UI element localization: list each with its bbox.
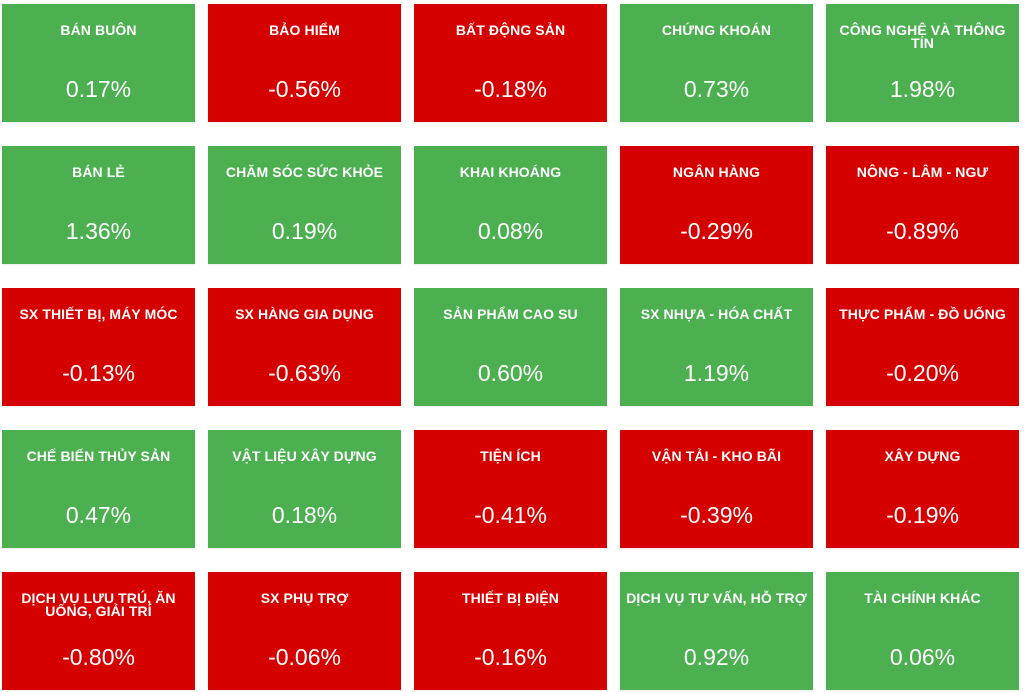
sector-change-percent: -0.16% (474, 644, 547, 670)
sector-name: DỊCH VỤ TƯ VẤN, HỖ TRỢ (626, 590, 807, 606)
sector-tile[interactable]: BÁN BUÔN 0.17% (2, 4, 195, 122)
sector-tile[interactable]: THIẾT BỊ ĐIỆN -0.16% (414, 572, 607, 690)
sector-tile[interactable]: CÔNG NGHỆ VÀ THÔNG TIN 1.98% (826, 4, 1019, 122)
sector-name: DỊCH VỤ LƯU TRÚ, ĂN UỐNG, GIẢI TRÍ (21, 590, 176, 619)
sector-name: KHAI KHOÁNG (459, 164, 562, 180)
sector-change-percent: 0.73% (683, 76, 750, 102)
sector-name: NÔNG - LÂM - NGƯ (856, 164, 989, 180)
sector-tile[interactable]: VẬN TẢI - KHO BÃI -0.39% (620, 430, 813, 548)
sector-tile[interactable]: CHỨNG KHOÁN 0.73% (620, 4, 813, 122)
sector-name: CHẾ BIẾN THỦY SẢN (26, 448, 171, 464)
sector-change-percent: 1.19% (683, 360, 750, 386)
sector-change-percent: 0.08% (477, 218, 544, 244)
sector-name: TIỆN ÍCH (480, 448, 541, 464)
sector-tile[interactable]: XÂY DỰNG -0.19% (826, 430, 1019, 548)
sector-change-percent: -0.89% (886, 218, 959, 244)
sector-tile[interactable]: CHẾ BIẾN THỦY SẢN 0.47% (2, 430, 195, 548)
sector-change-percent: 0.06% (889, 644, 956, 670)
sector-name: SẢN PHẨM CAO SU (443, 306, 578, 322)
sector-tile[interactable]: DỊCH VỤ TƯ VẤN, HỖ TRỢ 0.92% (620, 572, 813, 690)
sector-tile[interactable]: SX HÀNG GIA DỤNG -0.63% (208, 288, 401, 406)
sector-tile[interactable]: SX THIẾT BỊ, MÁY MÓC -0.13% (2, 288, 195, 406)
sector-change-percent: 0.18% (271, 502, 338, 528)
sector-tile[interactable]: VẬT LIỆU XÂY DỰNG 0.18% (208, 430, 401, 548)
sector-tile[interactable]: THỰC PHẨM - ĐỒ UỐNG -0.20% (826, 288, 1019, 406)
sector-change-percent: -0.20% (886, 360, 959, 386)
sector-tile[interactable]: SX NHỰA - HÓA CHẤT 1.19% (620, 288, 813, 406)
sector-name: XÂY DỰNG (884, 448, 961, 464)
sector-name: SX PHỤ TRỢ (260, 590, 349, 606)
sector-name: VẬT LIỆU XÂY DỰNG (232, 448, 377, 464)
sector-name: SX NHỰA - HÓA CHẤT (640, 306, 793, 322)
sector-change-percent: 1.36% (65, 218, 132, 244)
sector-tile[interactable]: SX PHỤ TRỢ -0.06% (208, 572, 401, 690)
sector-tile[interactable]: NÔNG - LÂM - NGƯ -0.89% (826, 146, 1019, 264)
sector-name: SX HÀNG GIA DỤNG (235, 306, 374, 322)
sector-tile[interactable]: TÀI CHÍNH KHÁC 0.06% (826, 572, 1019, 690)
sector-change-percent: 0.60% (477, 360, 544, 386)
sector-change-percent: -0.06% (268, 644, 341, 670)
sector-name: CÔNG NGHỆ VÀ THÔNG TIN (839, 22, 1006, 51)
sector-name: NGÂN HÀNG (672, 164, 761, 180)
sector-name: BÁN LẺ (72, 164, 125, 180)
sector-tile[interactable]: KHAI KHOÁNG 0.08% (414, 146, 607, 264)
sector-tile[interactable]: SẢN PHẨM CAO SU 0.60% (414, 288, 607, 406)
sector-change-percent: 0.47% (65, 502, 132, 528)
sector-name: SX THIẾT BỊ, MÁY MÓC (19, 306, 178, 322)
sector-name: CHĂM SÓC SỨC KHỎE (225, 164, 384, 180)
sector-name: BẤT ĐỘNG SẢN (455, 22, 566, 38)
sector-change-percent: 0.19% (271, 218, 338, 244)
sector-tile[interactable]: BẢO HIỂM -0.56% (208, 4, 401, 122)
sector-name: VẬN TẢI - KHO BÃI (651, 448, 782, 464)
sector-name: BẢO HIỂM (269, 22, 340, 38)
sector-name: THỰC PHẨM - ĐỒ UỐNG (839, 306, 1006, 322)
sector-change-percent: -0.56% (268, 76, 341, 102)
sector-change-percent: -0.13% (62, 360, 135, 386)
sector-name: BÁN BUÔN (60, 22, 137, 38)
sector-tile[interactable]: BÁN LẺ 1.36% (2, 146, 195, 264)
sector-tile[interactable]: NGÂN HÀNG -0.29% (620, 146, 813, 264)
sector-name: CHỨNG KHOÁN (661, 22, 772, 38)
sector-change-percent: -0.18% (474, 76, 547, 102)
sector-tile[interactable]: TIỆN ÍCH -0.41% (414, 430, 607, 548)
sector-change-percent: -0.41% (474, 502, 547, 528)
sector-tile[interactable]: CHĂM SÓC SỨC KHỎE 0.19% (208, 146, 401, 264)
sector-change-percent: 0.17% (65, 76, 132, 102)
sector-change-percent: 1.98% (889, 76, 956, 102)
sector-change-percent: -0.19% (886, 502, 959, 528)
sector-change-percent: -0.29% (680, 218, 753, 244)
sector-name: TÀI CHÍNH KHÁC (864, 590, 981, 606)
sector-name: THIẾT BỊ ĐIỆN (462, 590, 559, 606)
sector-change-percent: -0.63% (268, 360, 341, 386)
sector-change-percent: -0.80% (62, 644, 135, 670)
sector-tile[interactable]: BẤT ĐỘNG SẢN -0.18% (414, 4, 607, 122)
sector-tile[interactable]: DỊCH VỤ LƯU TRÚ, ĂN UỐNG, GIẢI TRÍ -0.80% (2, 572, 195, 690)
sector-change-percent: 0.92% (683, 644, 750, 670)
sector-change-percent: -0.39% (680, 502, 753, 528)
